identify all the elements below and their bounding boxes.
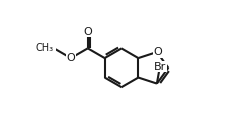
Text: Br: Br — [154, 62, 166, 72]
Text: O: O — [154, 47, 162, 57]
Text: CH₃: CH₃ — [35, 43, 53, 53]
Text: O: O — [67, 53, 75, 63]
Text: O: O — [83, 27, 92, 37]
